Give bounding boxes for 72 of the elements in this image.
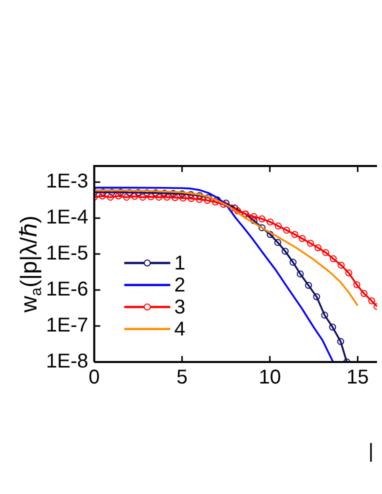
point bbox=[180, 194, 187, 202]
point bbox=[187, 191, 194, 198]
point bbox=[290, 258, 297, 266]
point bbox=[114, 192, 122, 200]
point bbox=[222, 200, 230, 207]
y-tick-label: 1E-7 bbox=[46, 314, 88, 337]
point bbox=[305, 282, 312, 289]
point bbox=[108, 188, 116, 196]
point bbox=[98, 192, 106, 200]
point bbox=[147, 193, 154, 200]
y-tick-label: 1E-8 bbox=[46, 350, 88, 373]
point bbox=[321, 312, 328, 319]
point bbox=[250, 213, 258, 220]
point bbox=[258, 224, 266, 232]
point bbox=[160, 190, 168, 197]
point bbox=[204, 196, 211, 204]
point bbox=[131, 192, 138, 200]
point bbox=[306, 240, 314, 247]
point bbox=[106, 194, 114, 201]
point bbox=[313, 293, 320, 300]
point bbox=[353, 281, 360, 288]
point bbox=[143, 189, 150, 196]
point bbox=[274, 238, 282, 246]
point bbox=[360, 290, 368, 298]
legend-label: 3 bbox=[174, 296, 186, 319]
legend-label: 4 bbox=[174, 318, 186, 341]
legend-label: 1 bbox=[174, 252, 186, 275]
point bbox=[330, 255, 337, 262]
point bbox=[178, 190, 186, 198]
y-tick-label: 1E-5 bbox=[46, 242, 88, 265]
point bbox=[258, 215, 266, 222]
point bbox=[338, 262, 345, 269]
point bbox=[170, 190, 177, 198]
y-axis-title: wa(|p|λ/ℏ) bbox=[15, 216, 46, 314]
point bbox=[163, 194, 170, 201]
x-tick-label: 0 bbox=[88, 366, 100, 389]
point bbox=[188, 194, 195, 202]
point bbox=[134, 189, 142, 196]
x-tick-label: 5 bbox=[176, 366, 188, 389]
point bbox=[152, 189, 160, 196]
point bbox=[368, 297, 376, 304]
point bbox=[296, 270, 304, 278]
y-tick-label: 1E-6 bbox=[46, 278, 88, 301]
point bbox=[196, 196, 203, 203]
point bbox=[345, 269, 352, 276]
x-tick-label: 10 bbox=[258, 366, 281, 389]
x-tick-label: 15 bbox=[346, 366, 369, 389]
point bbox=[117, 188, 124, 196]
point bbox=[291, 230, 298, 238]
point bbox=[234, 207, 242, 214]
point bbox=[274, 222, 282, 230]
point bbox=[196, 192, 204, 200]
y-tick-label: 1E-4 bbox=[46, 206, 88, 229]
point bbox=[266, 218, 274, 226]
point bbox=[172, 194, 179, 202]
point bbox=[314, 244, 322, 252]
x-axis-title: | bbox=[368, 440, 374, 463]
point bbox=[204, 194, 212, 202]
point bbox=[126, 189, 133, 196]
point bbox=[250, 217, 258, 224]
point bbox=[283, 226, 290, 234]
point bbox=[329, 324, 336, 331]
point bbox=[322, 249, 330, 256]
point bbox=[139, 194, 146, 201]
point bbox=[298, 235, 306, 242]
y-tick-label: 1E-3 bbox=[46, 170, 88, 193]
point bbox=[266, 230, 274, 238]
point bbox=[282, 248, 289, 255]
point bbox=[337, 338, 344, 346]
point bbox=[123, 194, 130, 201]
point bbox=[155, 194, 162, 201]
legend-label: 2 bbox=[174, 274, 186, 297]
